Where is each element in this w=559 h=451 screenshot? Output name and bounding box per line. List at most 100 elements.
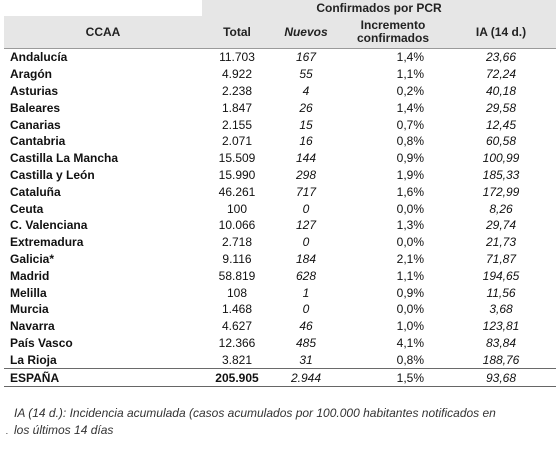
cell-inc: 1,1% (396, 67, 424, 82)
cell-inc: 1,0% (396, 319, 424, 334)
cell-ia: 194,65 (482, 268, 520, 283)
total-ia: 93,68 (446, 368, 557, 387)
cell-nuevos: 0 (302, 235, 310, 250)
table-row: Andalucía 11.703 167 1,4% 23,66 (4, 47, 557, 66)
cell-ccaa: Navarra (10, 319, 55, 334)
cell-inc: 4,1% (396, 335, 424, 350)
table-body: Andalucía 11.703 167 1,4% 23,66 Aragón 4.922 55… (4, 47, 557, 387)
cell-ia: 72,24 (486, 67, 517, 82)
cell-total: 4.627 (221, 319, 253, 334)
table-row: Cantabria 2.071 16 0,8% 60,58 (4, 133, 556, 150)
table-row: Madrid 58.819 628 1,1% 194,65 (4, 267, 556, 284)
cell-total: 2.155 (221, 117, 253, 132)
cell-inc: 1,4% (340, 47, 446, 66)
cell-ia: 172,99 (482, 184, 520, 199)
cell-ia: 83,84 (486, 335, 517, 350)
cell-ia: 12,45 (486, 117, 517, 132)
cell-ccaa: C. Valenciana (10, 218, 88, 233)
cell-nuevos: 55 (299, 67, 313, 82)
cell-ia: 123,81 (482, 319, 520, 334)
cell-ia: 21,73 (486, 235, 517, 250)
cell-ccaa: Asturias (10, 83, 59, 98)
cell-nuevos: 167 (272, 47, 340, 66)
cell-ccaa: Canarias (10, 117, 61, 132)
cell-inc: 1,6% (396, 184, 424, 199)
table-row: La Rioja 3.821 31 0,8% 188,76 (4, 351, 556, 368)
cell-inc: 0,2% (396, 83, 424, 98)
total-nuevos: 2.944 (272, 368, 340, 387)
cell-total: 1.468 (221, 302, 253, 317)
cell-inc: 0,0% (396, 302, 424, 317)
cell-ccaa: Castilla y León (10, 167, 95, 182)
cell-total: 2.238 (221, 83, 253, 98)
cell-nuevos: 144 (295, 151, 317, 166)
footnote: . IA (14 d.): Incidencia acumulada (caso… (4, 405, 544, 439)
cell-nuevos: 485 (295, 335, 317, 350)
cell-total: 11.703 (202, 47, 272, 66)
cell-ia: 100,99 (482, 151, 520, 166)
cell-inc: 0,0% (396, 201, 424, 216)
total-ccaa: ESPAÑA (4, 368, 202, 387)
cell-nuevos: 46 (299, 319, 313, 334)
header-total: Total (202, 16, 272, 49)
header-group-title: Confirmados por PCR (202, 0, 557, 16)
cell-ia: 29,74 (486, 218, 517, 233)
cell-total: 3.821 (221, 352, 253, 367)
cell-inc: 0,9% (396, 151, 424, 166)
cell-inc: 0,0% (396, 235, 424, 250)
cell-inc: 1,1% (396, 268, 424, 283)
table-row-total: ESPAÑA 205.905 2.944 1,5% 93,68 (4, 368, 557, 387)
header-blank-cell (4, 0, 202, 16)
total-incremento: 1,5% (340, 368, 446, 387)
cell-ccaa: Murcia (10, 302, 49, 317)
table-row: Canarias 2.155 15 0,7% 12,45 (4, 116, 556, 133)
cell-ccaa: Cantabria (10, 134, 66, 149)
cell-ccaa: Aragón (10, 67, 52, 82)
cell-nuevos: 16 (299, 134, 313, 149)
table-row: Galicia* 9.116 184 2,1% 71,87 (4, 251, 556, 268)
footnote-line-2: los últimos 14 días (14, 423, 114, 437)
cell-nuevos: 298 (295, 167, 317, 182)
cell-nuevos: 717 (295, 184, 317, 199)
cell-inc: 1,3% (396, 218, 424, 233)
cell-total: 58.819 (218, 268, 256, 283)
footnote-line-1: IA (14 d.): Incidencia acumulada (casos … (14, 406, 496, 420)
table-row: Cataluña 46.261 717 1,6% 172,99 (4, 183, 556, 200)
table-row: Baleares 1.847 26 1,4% 29,58 (4, 99, 556, 116)
cell-total: 108 (226, 285, 248, 300)
table-row: País Vasco 12.366 485 4,1% 83,84 (4, 335, 556, 352)
total-total: 205.905 (202, 368, 272, 387)
cell-total: 15.990 (218, 167, 256, 182)
table-row: Navarra 4.627 46 1,0% 123,81 (4, 318, 556, 335)
cell-nuevos: 127 (295, 218, 317, 233)
cell-ia: 23,66 (446, 47, 557, 66)
cell-inc: 0,7% (396, 117, 424, 132)
cell-nuevos: 31 (299, 352, 313, 367)
cell-total: 46.261 (218, 184, 256, 199)
cell-ccaa: Baleares (10, 100, 61, 115)
cell-inc: 2,1% (396, 251, 424, 266)
cell-nuevos: 4 (302, 83, 310, 98)
table-row: Extremadura 2.718 0 0,0% 21,73 (4, 234, 556, 251)
cell-ia: 3,68 (489, 302, 513, 317)
cell-nuevos: 0 (302, 302, 310, 317)
cell-ia: 185,33 (482, 167, 520, 182)
cell-ccaa: País Vasco (10, 335, 73, 350)
ccaa-cases-table: Confirmados por PCR CCAA Total Nuevos In… (4, 0, 557, 387)
cell-total: 4.922 (221, 67, 253, 82)
table-row: Castilla y León 15.990 298 1,9% 185,33 (4, 167, 556, 184)
table-row: Asturias 2.238 4 0,2% 40,18 (4, 83, 556, 100)
cell-total: 10.066 (218, 218, 256, 233)
table-row: Ceuta 100 0 0,0% 8,26 (4, 200, 556, 217)
cell-nuevos: 184 (295, 251, 317, 266)
cell-ia: 29,58 (486, 100, 517, 115)
cell-ia: 188,76 (482, 352, 520, 367)
cell-inc: 0,8% (396, 352, 424, 367)
cell-ia: 60,58 (486, 134, 517, 149)
cell-ccaa: Madrid (10, 268, 50, 283)
cell-inc: 1,4% (396, 100, 424, 115)
cell-nuevos: 1 (302, 285, 310, 300)
table-row: Melilla 108 1 0,9% 11,56 (4, 284, 556, 301)
cell-ccaa: Melilla (10, 285, 47, 300)
cell-total: 2.071 (221, 134, 253, 149)
